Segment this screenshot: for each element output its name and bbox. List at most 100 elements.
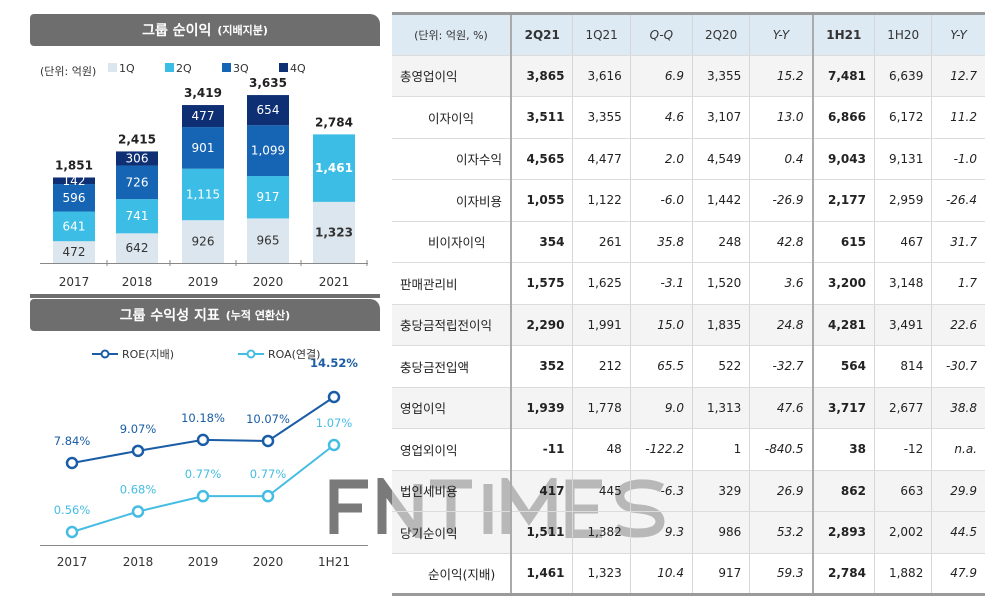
- bar-segment: [182, 127, 224, 169]
- row-label: 영업외이익: [392, 428, 512, 471]
- row-label: 당기순이익: [392, 511, 512, 554]
- row-label: 충당금전입액: [392, 345, 512, 388]
- data-point: [196, 433, 210, 447]
- table-cell: -32.7: [749, 345, 813, 388]
- table-cell: 12.7: [931, 55, 985, 97]
- table-cell: 248: [691, 221, 750, 263]
- table-cell: 1,323: [572, 553, 631, 595]
- table-cell: 3,200: [811, 262, 875, 305]
- table-cell: n.a.: [931, 428, 985, 471]
- data-label: 14.52%: [310, 356, 358, 370]
- x-tick-label: 2017: [59, 275, 90, 289]
- table-cell: 24.8: [749, 304, 813, 346]
- bar-segment: [182, 105, 224, 128]
- table-cell: 29.9: [931, 470, 985, 512]
- bar-segment: [182, 220, 224, 263]
- legend-label: 1Q: [119, 62, 135, 75]
- table-cell: 261: [572, 221, 631, 263]
- table-row: 판매관리비 1,575 1,625 -3.1 1,520 3.6 3,200 3,148 1.7: [392, 262, 985, 305]
- data-point: [327, 438, 341, 452]
- table-cell: 47.6: [749, 387, 813, 429]
- table-cell: 663: [873, 470, 932, 512]
- bar-chart-title: 그룹 순이익 (지배지분): [30, 14, 380, 46]
- x-tick-label: 2020: [253, 275, 284, 289]
- table-cell: 1,520: [691, 262, 750, 305]
- table-cell: 38: [811, 428, 875, 471]
- data-label: 306: [126, 151, 149, 165]
- x-tick-label: 2017: [57, 555, 88, 569]
- data-label: 917: [257, 190, 280, 204]
- column-header: 2Q20: [691, 13, 750, 56]
- legend-label: ROA(연결): [268, 348, 320, 361]
- x-tick-label: 2020: [253, 555, 284, 569]
- data-label: 901: [192, 141, 215, 155]
- table-cell: 814: [873, 345, 932, 388]
- bar-segment: [182, 168, 224, 221]
- column-header: (단위: 억원, %): [392, 13, 512, 56]
- row-label: 이자수익: [392, 138, 512, 180]
- data-label: 7.84%: [54, 434, 91, 448]
- legend-swatch: [222, 63, 231, 72]
- data-point: [65, 456, 79, 470]
- table-cell: 615: [811, 221, 875, 263]
- table-cell: 1,778: [572, 387, 631, 429]
- data-label: 1,115: [186, 187, 220, 201]
- table-cell: 6,172: [873, 96, 932, 139]
- data-label: 1.07%: [316, 416, 353, 430]
- data-label: 0.56%: [54, 503, 91, 517]
- table-cell: 3,491: [873, 304, 932, 346]
- table-cell: 1,511: [510, 511, 573, 554]
- column-header: 1Q21: [572, 13, 631, 56]
- table-cell: -3.1: [629, 262, 693, 305]
- table-cell: 65.5: [629, 345, 693, 388]
- table-row: 충당금적립전이익 2,290 1,991 15.0 1,835 24.8 4,281 3,49…: [392, 304, 985, 346]
- column-header: 1H21: [811, 13, 875, 56]
- data-point: [131, 444, 145, 458]
- data-label: 741: [126, 209, 149, 223]
- table-cell: -6.0: [629, 179, 693, 222]
- table-cell: 9.0: [629, 387, 693, 429]
- row-label: 충당금적립전이익: [392, 304, 512, 346]
- data-label: 0.77%: [185, 467, 222, 481]
- table-row: 충당금전입액 352 212 65.5 522 -32.7 564 814 -30.7: [392, 345, 985, 388]
- data-label: 477: [192, 109, 215, 123]
- logo-letter-f: [329, 479, 368, 534]
- table-cell: -122.2: [629, 428, 693, 471]
- table-cell: 1,055: [510, 179, 573, 222]
- total-label: 2,784: [315, 115, 353, 129]
- bar-segment: [53, 211, 95, 242]
- total-label: 1,851: [55, 158, 93, 172]
- table-cell: 48: [572, 428, 631, 471]
- income-table: (단위: 억원, %) 2Q21 1Q21 Q-Q 2Q20 Y-Y 1H21 1H20 Y-Y…: [392, 12, 985, 596]
- bar-segment: [247, 125, 289, 177]
- table-cell: 6.9: [629, 55, 693, 97]
- table-cell: 417: [510, 470, 573, 512]
- x-tick-label: 2018: [123, 555, 154, 569]
- column-header: Y-Y: [749, 13, 813, 56]
- table-cell: 354: [510, 221, 573, 263]
- legend-swatch: [108, 63, 117, 72]
- column-header: Q-Q: [629, 13, 693, 56]
- table-cell: -30.7: [931, 345, 985, 388]
- legend-label: 4Q: [290, 62, 306, 75]
- table-cell: 1,461: [510, 553, 573, 595]
- table-cell: 2.0: [629, 138, 693, 180]
- subtitle-text: (누적 연환산): [225, 309, 291, 322]
- table-cell: 4,565: [510, 138, 573, 180]
- row-label: 판매관리비: [392, 262, 512, 305]
- table-cell: 11.2: [931, 96, 985, 139]
- data-label: 1,099: [251, 144, 285, 158]
- legend-swatch: [165, 63, 174, 72]
- table-cell: 212: [572, 345, 631, 388]
- unit-label: (단위: 억원): [40, 65, 96, 78]
- row-label: 법인세비용: [392, 470, 512, 512]
- table-cell: 1,882: [873, 553, 932, 595]
- table-cell: 42.8: [749, 221, 813, 263]
- row-label: 비이자이익: [392, 221, 512, 263]
- data-label: 472: [63, 245, 86, 259]
- table-cell: 47.9: [931, 553, 985, 595]
- table-cell: 2,002: [873, 511, 932, 554]
- table-cell: 1: [691, 428, 750, 471]
- table-cell: 2,677: [873, 387, 932, 429]
- table-cell: 10.4: [629, 553, 693, 595]
